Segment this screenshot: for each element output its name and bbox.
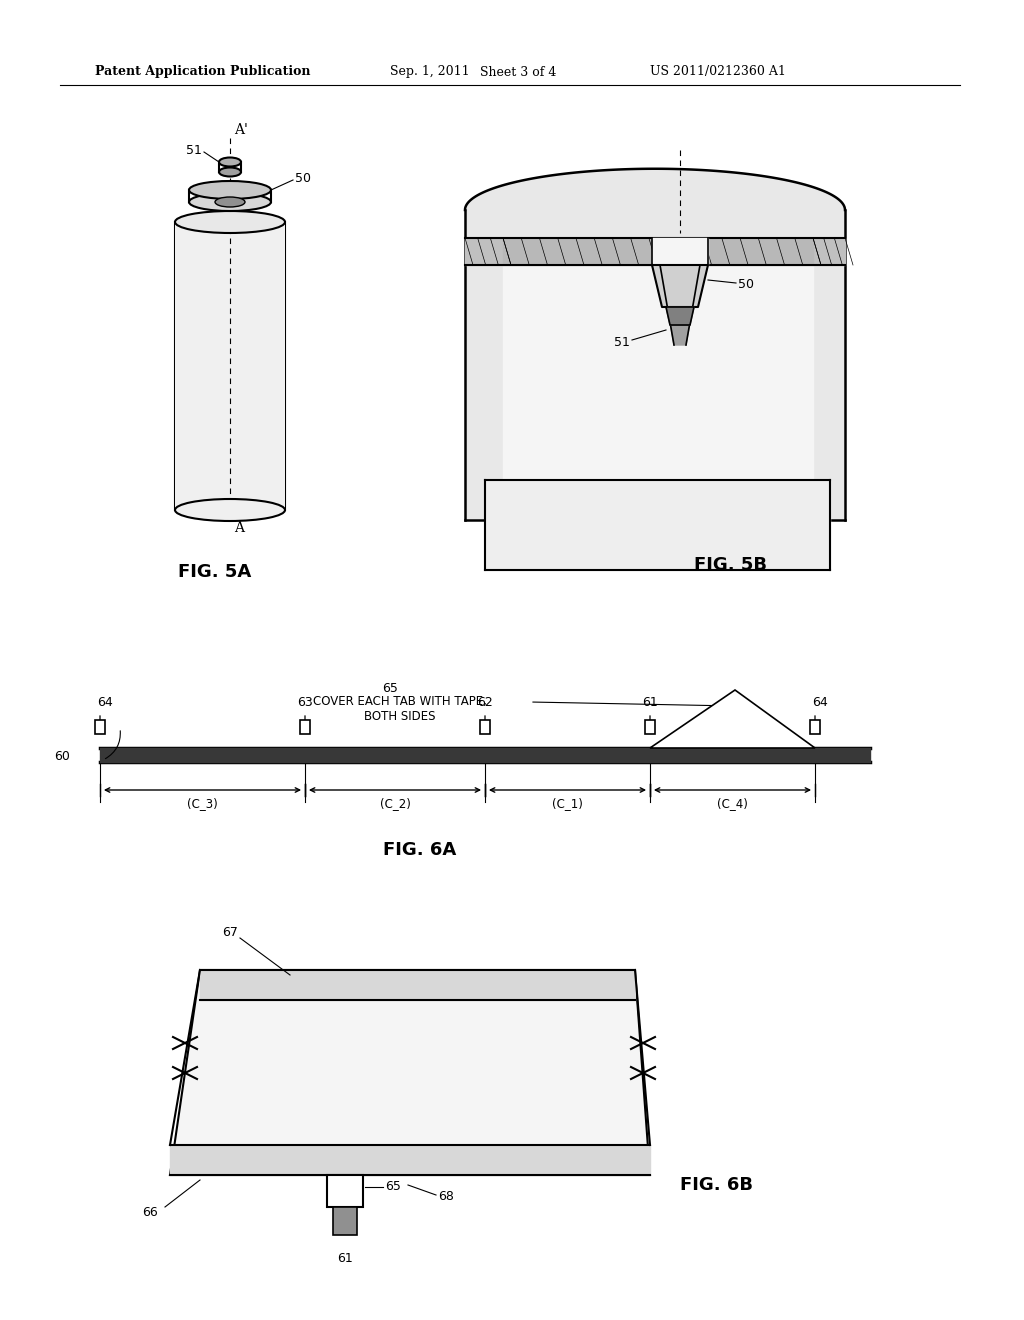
Text: 51: 51: [614, 337, 630, 350]
Bar: [175, 222, 285, 510]
Text: 64: 64: [97, 696, 113, 709]
Text: 51: 51: [186, 144, 202, 157]
Text: FIG. 6B: FIG. 6B: [680, 1176, 753, 1195]
Text: Sheet 3 of 4: Sheet 3 of 4: [480, 66, 556, 78]
Bar: [300, 719, 310, 734]
Bar: [327, 1175, 362, 1206]
Text: 65: 65: [385, 1180, 400, 1193]
Polygon shape: [465, 169, 845, 520]
Polygon shape: [485, 480, 830, 570]
Text: 68: 68: [438, 1191, 454, 1204]
Text: 50: 50: [295, 172, 311, 185]
Polygon shape: [170, 1144, 650, 1175]
Polygon shape: [650, 690, 815, 748]
Polygon shape: [660, 265, 700, 345]
Bar: [810, 719, 820, 734]
Text: FIG. 5B: FIG. 5B: [693, 556, 767, 574]
Text: 66: 66: [142, 1206, 158, 1220]
Text: (C_3): (C_3): [187, 797, 218, 810]
Polygon shape: [503, 238, 813, 265]
Bar: [645, 719, 655, 734]
Ellipse shape: [215, 197, 245, 207]
Ellipse shape: [219, 157, 241, 166]
Ellipse shape: [219, 168, 241, 177]
Polygon shape: [170, 970, 650, 1175]
Polygon shape: [503, 255, 813, 510]
Text: US 2011/0212360 A1: US 2011/0212360 A1: [650, 66, 785, 78]
Text: Patent Application Publication: Patent Application Publication: [95, 66, 310, 78]
Bar: [480, 719, 490, 734]
Polygon shape: [652, 265, 708, 308]
Bar: [333, 1206, 357, 1236]
Text: (C_1): (C_1): [552, 797, 583, 810]
Text: 65: 65: [382, 681, 398, 694]
Text: (C_4): (C_4): [717, 797, 748, 810]
Text: 67: 67: [222, 925, 238, 939]
Text: FIG. 6A: FIG. 6A: [383, 841, 457, 859]
Polygon shape: [652, 238, 708, 265]
Bar: [95, 719, 105, 734]
Polygon shape: [200, 970, 635, 1001]
Text: 61: 61: [337, 1253, 353, 1266]
Polygon shape: [666, 308, 694, 325]
Text: FIG. 5A: FIG. 5A: [178, 564, 252, 581]
Text: A': A': [234, 123, 248, 137]
Ellipse shape: [175, 499, 285, 521]
Text: A: A: [234, 521, 244, 535]
Text: 61: 61: [642, 696, 657, 709]
Polygon shape: [813, 238, 845, 265]
Text: 60: 60: [54, 750, 70, 763]
Text: BOTH SIDES: BOTH SIDES: [365, 710, 436, 723]
Ellipse shape: [189, 193, 271, 211]
Text: COVER EACH TAB WITH TAPE,: COVER EACH TAB WITH TAPE,: [313, 696, 487, 709]
Text: 62: 62: [477, 696, 493, 709]
Text: 50: 50: [738, 279, 754, 292]
Polygon shape: [465, 238, 503, 265]
Text: Sep. 1, 2011: Sep. 1, 2011: [390, 66, 470, 78]
Text: 64: 64: [812, 696, 827, 709]
Text: 63: 63: [297, 696, 313, 709]
Text: (C_2): (C_2): [380, 797, 411, 810]
Ellipse shape: [175, 211, 285, 234]
Ellipse shape: [189, 181, 271, 199]
